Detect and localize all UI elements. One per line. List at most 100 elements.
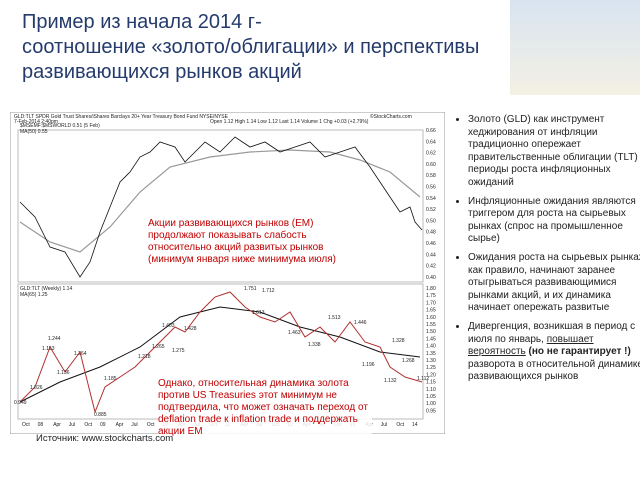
tick-label: 1.45: [426, 336, 436, 342]
tick-label: 1.55: [426, 322, 436, 328]
x-label: Apr: [53, 422, 61, 428]
upper-line: [19, 136, 423, 278]
chart-image: GLD:TLT SPDR Gold Trust Shares/iShares B…: [9, 111, 446, 438]
point-label: 1.463: [288, 330, 301, 336]
point-label: 1.132: [384, 378, 397, 384]
tick-label: 1.60: [426, 315, 436, 321]
point-label: 1.136: [57, 370, 70, 376]
point-label: 1.428: [184, 326, 197, 332]
tick-label: 0.95: [426, 408, 436, 414]
legend: $MSEMF:$MSWORLD 0.51 (5 Feb): [20, 123, 100, 129]
tick-label: 1.10: [426, 387, 436, 393]
bullet: Дивергенция, возникшая в период с июля п…: [468, 321, 640, 384]
point-label: 1.153: [42, 346, 55, 352]
tick-label: 1.35: [426, 351, 436, 357]
upper-panel: [17, 129, 424, 283]
upper-ma: [19, 149, 421, 253]
point-label: 1.264: [74, 351, 87, 357]
point-label: 1.513: [328, 315, 341, 321]
x-label: Oct: [22, 422, 30, 428]
tick-label: 0.58: [426, 173, 436, 179]
point-label: 1.218: [138, 354, 151, 360]
point-label: 1.751: [244, 286, 257, 292]
x-label: Jul: [131, 422, 137, 428]
tick-label: 0.64: [426, 139, 436, 145]
chart-header: 7-Feb-2014 2:40pm: [14, 119, 58, 125]
point-label: 1.275: [172, 348, 185, 354]
tick-label: 0.52: [426, 207, 436, 213]
x-label: 08: [38, 422, 44, 428]
bullet-list: Золото (GLD) как инструмент хеджирования…: [452, 114, 640, 390]
tick-label: 0.40: [426, 275, 436, 281]
point-label: 1.446: [354, 320, 367, 326]
tick-label: 1.25: [426, 365, 436, 371]
header-picture: [510, 0, 640, 95]
tick-label: 0.66: [426, 128, 436, 134]
point-label: 1.112: [417, 376, 429, 382]
tick-label: 0.62: [426, 151, 436, 157]
tick-label: 1.15: [426, 380, 436, 386]
lower-ma: [19, 306, 421, 403]
bullet-text: разворота в относительной динамике разви…: [468, 358, 640, 383]
point-label: 1.712: [262, 288, 275, 294]
chart-header: GLD:TLT SPDR Gold Trust Shares/iShares B…: [14, 114, 229, 120]
point-label: 1.265: [152, 344, 165, 350]
tick-label: 1.20: [426, 372, 436, 378]
tick-label: 0.54: [426, 196, 436, 202]
annotation: Акции развивающихся рынков (EM) продолжа…: [148, 218, 348, 266]
lower-line: [19, 291, 423, 414]
x-label: Oct: [147, 422, 155, 428]
point-label: 1.244: [48, 336, 61, 342]
tick-label: 1.80: [426, 286, 436, 292]
bullet-underlined: повышает вероятность: [468, 333, 594, 358]
x-label: Oct: [396, 422, 404, 428]
tick-label: 0.44: [426, 252, 436, 258]
title-line: Пример из начала 2014 г-: [22, 11, 262, 33]
legend: MA(65) 1.25: [20, 292, 48, 298]
x-label: Apr: [116, 422, 124, 428]
title-line: развивающихся рынков акций: [22, 61, 302, 83]
x-label: Jul: [69, 422, 75, 428]
x-label: Jul: [381, 422, 387, 428]
tick-label: 1.00: [426, 401, 436, 407]
point-label: 1.268: [402, 358, 415, 364]
point-label: 1.338: [308, 342, 321, 348]
tick-label: 1.05: [426, 394, 436, 400]
x-label: 14: [412, 422, 418, 428]
x-label: Oct: [84, 422, 92, 428]
x-label: 09: [100, 422, 106, 428]
tick-label: 1.75: [426, 293, 436, 299]
point-label: 1.328: [392, 338, 405, 344]
title-line: соотношение «золото/облигации» и перспек…: [22, 36, 480, 58]
point-label: 0.949: [14, 400, 27, 406]
chart-header: Open 1.12 High 1.14 Low 1.12 Last 1.14 V…: [210, 119, 369, 125]
tick-label: 1.50: [426, 329, 436, 335]
title: Пример из начала 2014 г- соотношение «зо…: [22, 10, 479, 85]
tick-label: 0.46: [426, 241, 436, 247]
tick-label: 0.50: [426, 218, 436, 224]
bullet: Инфляционные ожидания являются триггером…: [468, 196, 640, 246]
point-label: 1.196: [362, 362, 375, 368]
tick-label: 0.60: [426, 162, 436, 168]
point-label: 0.885: [94, 412, 107, 418]
tick-label: 1.70: [426, 300, 436, 306]
legend: MA(50) 0.55: [20, 129, 48, 135]
point-label: 1.403: [162, 323, 175, 329]
tick-label: 1.30: [426, 358, 436, 364]
bullet: Ожидания роста на сырьевых рынках, как п…: [468, 252, 640, 315]
tick-label: 0.56: [426, 185, 436, 191]
point-label: 1.613: [252, 310, 265, 316]
bullet: Золото (GLD) как инструмент хеджирования…: [468, 114, 640, 190]
bullet-text: Дивергенция, возникшая в период с июля п…: [468, 320, 636, 345]
tick-label: 0.42: [426, 264, 436, 270]
tick-label: 1.65: [426, 308, 436, 314]
source: Источник: www.stockcharts.com: [36, 433, 174, 444]
tick-label: 0.48: [426, 230, 436, 236]
point-label: 1.185: [104, 376, 117, 382]
tick-label: 1.40: [426, 344, 436, 350]
legend: GLD:TLT (Weekly) 1.14: [20, 286, 72, 292]
bullet-bold: (но не гарантирует !): [525, 346, 631, 358]
chart-header: ©StockCharts.com: [370, 113, 412, 120]
point-label: 1.026: [30, 385, 43, 391]
